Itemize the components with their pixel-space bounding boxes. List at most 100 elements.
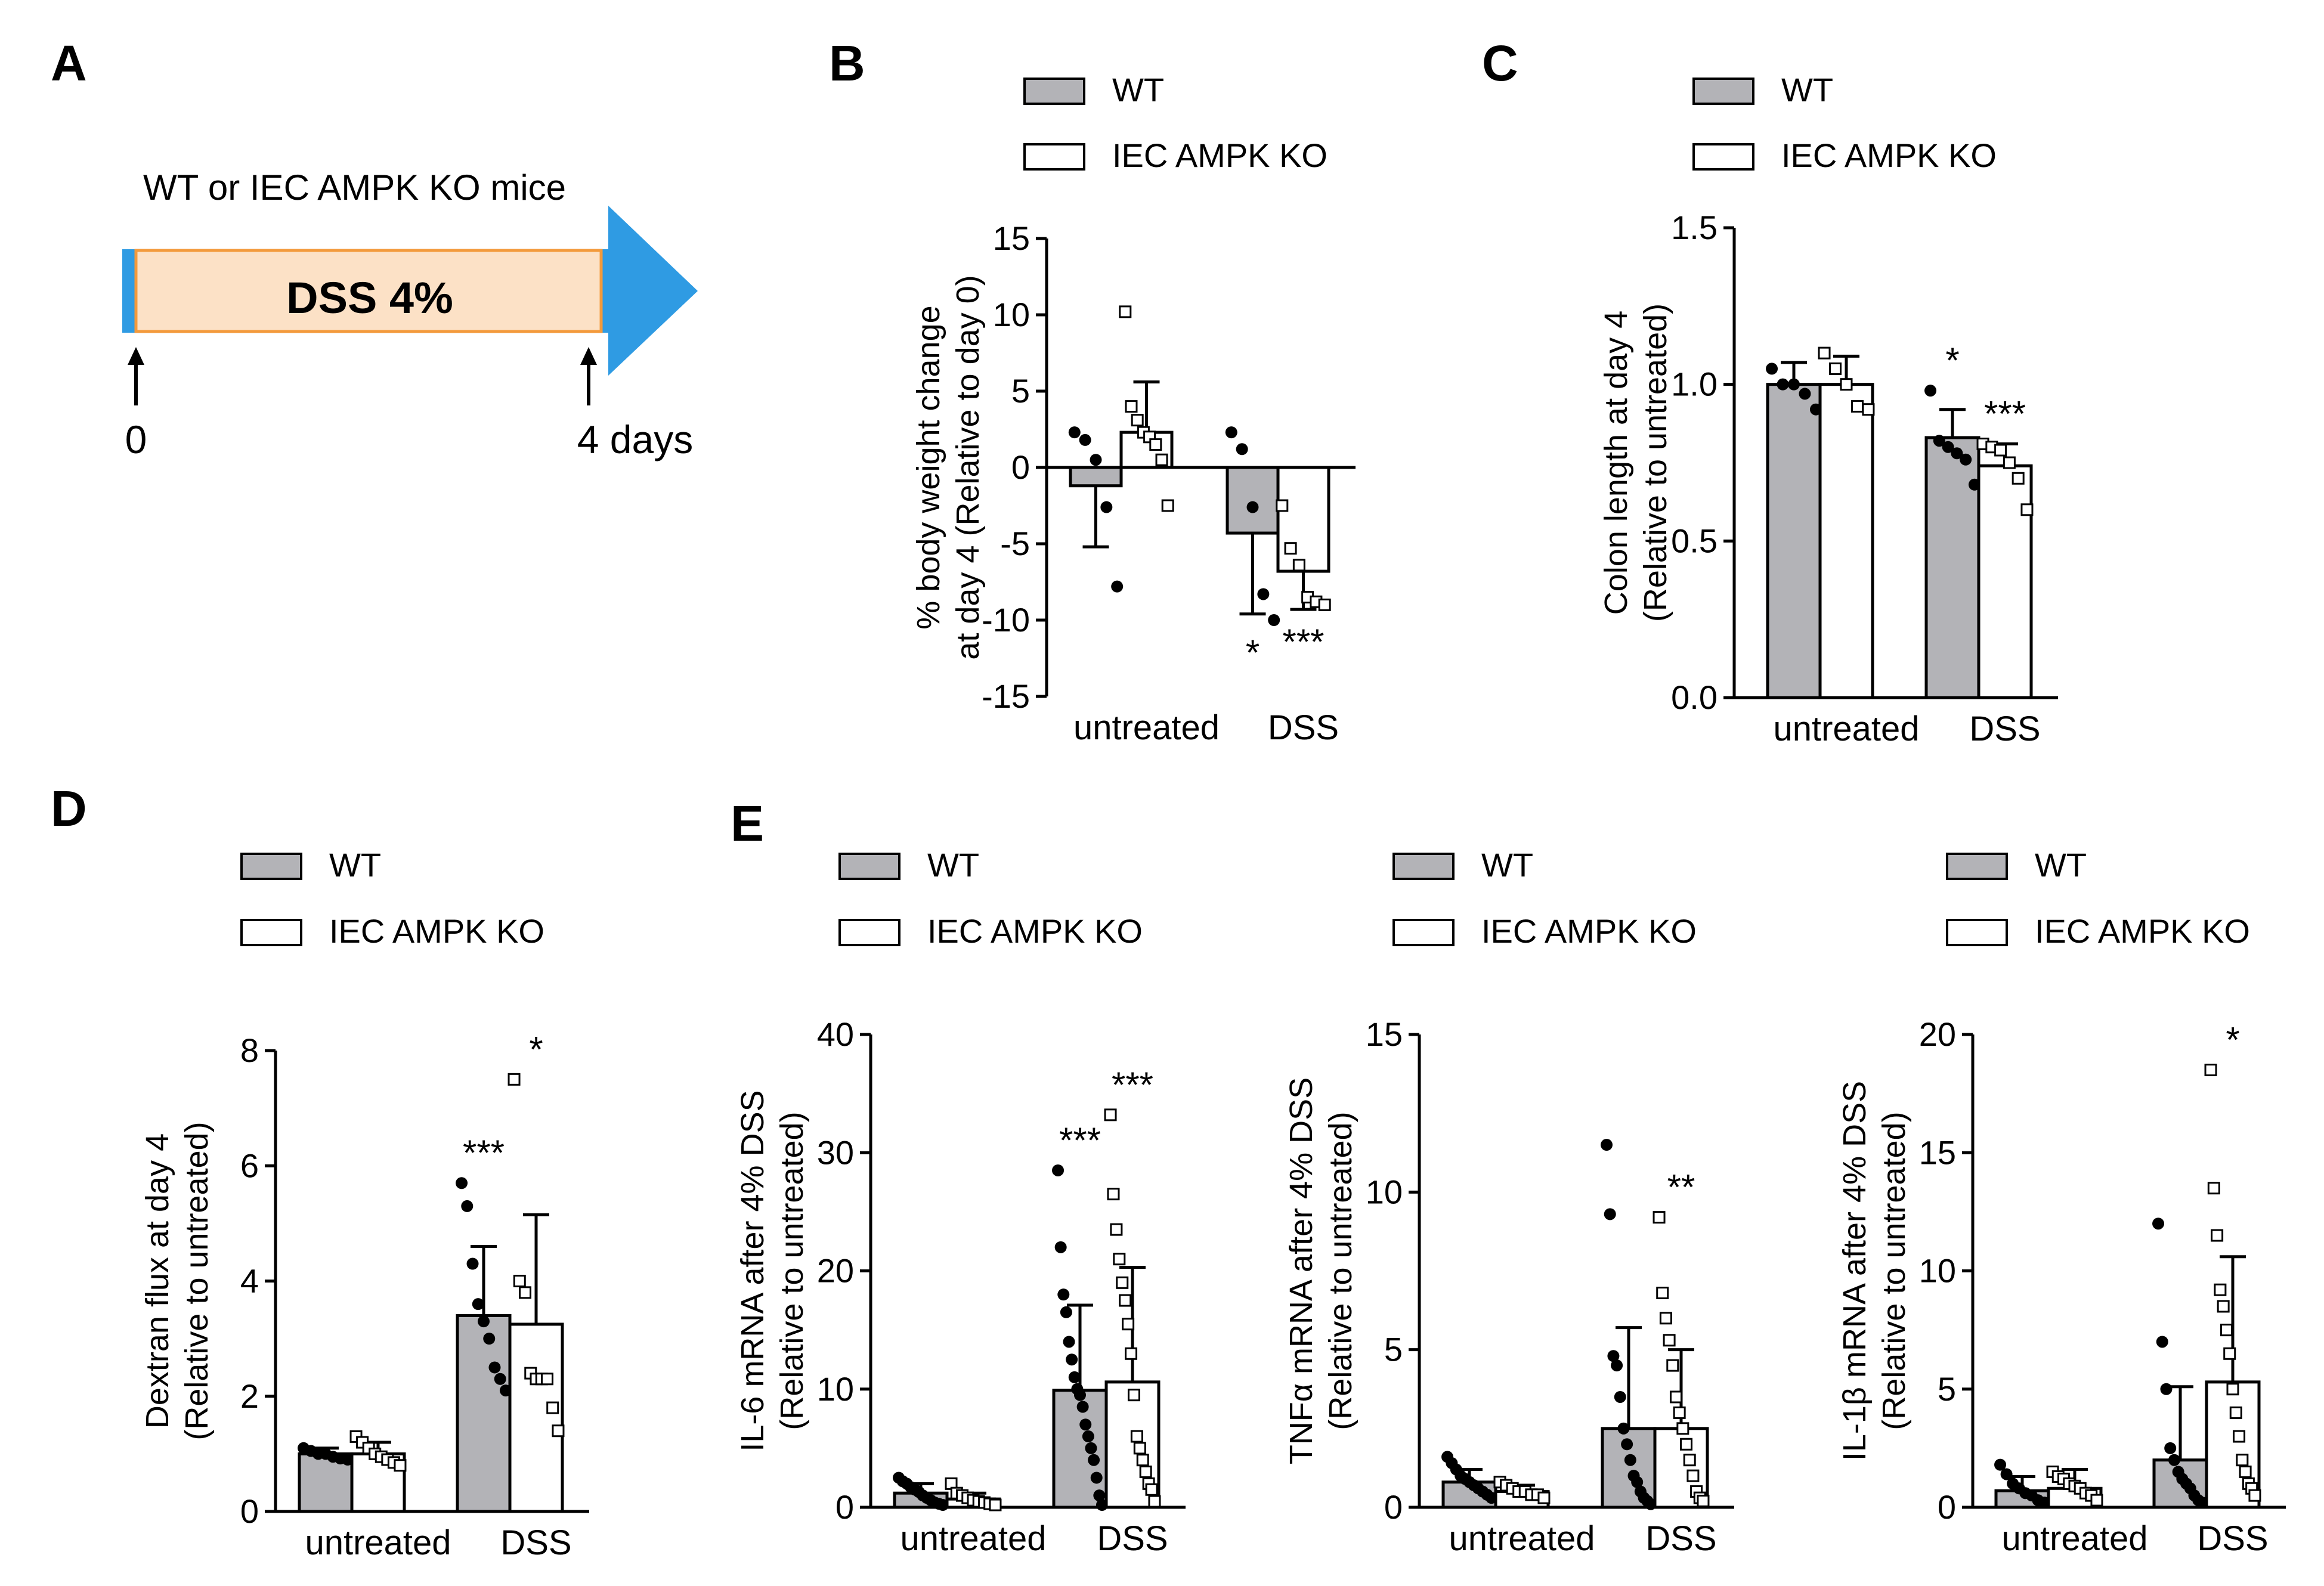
data-point-wt	[1604, 1208, 1616, 1221]
data-point-ko	[1994, 444, 2007, 457]
y-tick-label: 15	[1366, 1015, 1403, 1053]
end-marker-arrow-icon	[580, 347, 597, 405]
data-point-wt	[1063, 1336, 1075, 1348]
data-point-ko	[1292, 559, 1305, 572]
x-category-label: untreated	[900, 1519, 1046, 1558]
data-point-ko	[394, 1459, 407, 1472]
significance-label: *	[529, 1029, 543, 1069]
x-category-label: untreated	[305, 1523, 451, 1562]
data-point-wt	[1788, 378, 1800, 391]
data-point-ko	[1276, 499, 1289, 512]
data-point-ko	[519, 1286, 532, 1299]
x-category-label: DSS	[1969, 710, 2040, 748]
significance-label: ***	[463, 1133, 505, 1173]
data-point-ko	[1119, 1294, 1132, 1307]
data-point-ko	[1850, 399, 1864, 413]
data-point-ko	[2239, 1466, 2252, 1479]
legend-wt-label: WT	[927, 846, 979, 884]
legend-wt-label: WT	[1112, 71, 1164, 109]
data-point-wt	[1100, 501, 1113, 513]
y-tick-label: 10	[817, 1370, 854, 1408]
data-point-ko	[2229, 1406, 2242, 1419]
legend-wt-swatch	[1692, 78, 1754, 105]
y-axis-label-line: TNFα mRNA after 4% DSS	[1283, 1077, 1319, 1464]
data-point-ko	[1829, 362, 1842, 375]
data-point-wt	[488, 1361, 501, 1374]
data-point-wt	[1111, 580, 1124, 593]
y-tick-label: 0	[1011, 448, 1030, 486]
legend-c: WT IEC AMPK KO	[1692, 71, 1997, 174]
data-point-wt	[1052, 1164, 1064, 1176]
data-point-wt	[1079, 1418, 1092, 1431]
data-point-ko	[2248, 1489, 2261, 1502]
y-tick-label: 10	[1366, 1173, 1403, 1210]
timeline-end-label: 4 days	[577, 417, 693, 461]
data-point-ko	[1122, 1318, 1135, 1331]
y-tick-label: 10	[1919, 1252, 1956, 1290]
data-point-wt	[1060, 1306, 1072, 1318]
data-point-ko	[540, 1373, 553, 1386]
bar-wt	[1766, 383, 1822, 699]
legend-ko-label: IEC AMPK KO	[2035, 912, 2250, 950]
data-point-ko	[2236, 1454, 2249, 1467]
x-category-label: DSS	[500, 1523, 571, 1562]
data-point-ko	[1656, 1287, 1669, 1300]
data-point-ko	[1697, 1494, 1710, 1507]
bar-wt	[1069, 466, 1123, 488]
data-point-ko	[1155, 453, 1168, 466]
legend-wt-swatch	[1946, 853, 2008, 880]
data-point-wt	[1090, 1472, 1103, 1484]
data-point-wt	[2000, 1468, 2013, 1480]
data-point-wt	[1607, 1350, 1620, 1362]
data-point-ko	[1145, 1483, 1158, 1496]
data-point-wt	[1777, 378, 1789, 391]
y-tick-label: -15	[982, 677, 1030, 715]
y-axis-label-line: % body weight change	[911, 305, 946, 629]
panel-letter-b: B	[829, 35, 865, 91]
y-tick-label: 0.5	[1671, 522, 1718, 559]
bar-wt	[1441, 1480, 1497, 1509]
data-point-ko	[2012, 472, 2025, 485]
data-point-wt	[1631, 1476, 1644, 1488]
significance-label: ***	[1984, 394, 2026, 433]
data-point-ko	[2204, 1063, 2217, 1076]
bar-wt	[456, 1314, 512, 1513]
data-point-ko	[1673, 1406, 1686, 1419]
data-point-wt	[1766, 363, 1778, 375]
data-point-ko	[1125, 400, 1138, 413]
y-tick-label: 6	[240, 1147, 259, 1184]
chart-c-colon-length: 1.5 1.0 0.5 0.0 Colon length at day 4 (Relati…	[1598, 209, 2058, 748]
legend-ko-label: IEC AMPK KO	[1781, 137, 1997, 174]
data-point-ko	[1676, 1422, 1689, 1435]
data-point-ko	[1840, 378, 1853, 391]
bar-ko	[1818, 383, 1874, 699]
data-point-ko	[1119, 305, 1132, 318]
data-point-ko	[546, 1401, 559, 1414]
dss-treatment-bar	[134, 249, 603, 333]
data-point-ko	[1161, 499, 1174, 512]
legend-ko-swatch	[1692, 143, 1754, 171]
y-tick-label: 20	[817, 1252, 854, 1290]
legend-wt-swatch	[240, 853, 302, 880]
y-tick-label: 0	[835, 1488, 854, 1526]
data-point-wt	[1090, 454, 1102, 466]
legend-e1: WT IEC AMPK KO	[838, 846, 1143, 950]
y-tick-label: 0	[240, 1492, 259, 1530]
y-tick-label: 2	[240, 1377, 259, 1415]
y-axis-label: Dextran flux at day 4 (Relative to untrea…	[140, 1122, 215, 1440]
legend-b: WT IEC AMPK KO	[1023, 71, 1327, 174]
data-point-ko	[2207, 1182, 2220, 1195]
panel-letter-c: C	[1482, 35, 1518, 91]
y-tick-label: 10	[993, 296, 1030, 333]
data-point-ko	[1136, 1454, 1149, 1467]
data-point-ko	[1133, 1442, 1146, 1455]
y-tick-label: 40	[817, 1015, 854, 1053]
data-point-ko	[2223, 1347, 2236, 1360]
legend-ko-label: IEC AMPK KO	[1112, 137, 1327, 174]
data-point-wt	[1951, 447, 1963, 460]
bar-wt	[1226, 466, 1280, 535]
panel-letter-e: E	[731, 795, 764, 851]
data-point-wt	[1601, 1139, 1613, 1151]
y-tick-label: 0	[1384, 1488, 1403, 1526]
